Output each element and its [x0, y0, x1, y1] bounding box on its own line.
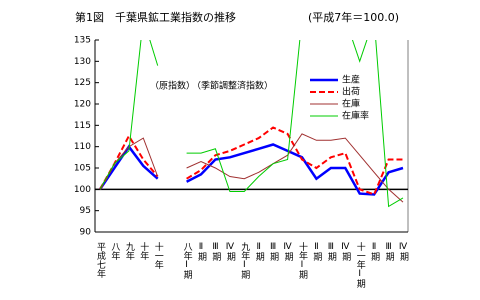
legend-label: 生産: [342, 74, 360, 86]
x-tick-label: Ⅳ期: [283, 242, 294, 262]
y-tick-label: 110: [74, 142, 91, 152]
chart-subtitle: (平成7年＝100.0): [308, 10, 399, 24]
y-tick-label: 100: [74, 185, 91, 195]
legend-label: 在庫: [342, 98, 360, 110]
annotation: （季節調整済指数）: [192, 80, 273, 92]
x-tick-label: Ⅱ期: [254, 242, 265, 262]
y-tick-label: 135: [74, 36, 91, 46]
x-tick-label: Ⅱ期: [311, 242, 322, 262]
y-tick-label: 125: [74, 78, 91, 88]
x-tick-label: Ⅳ期: [340, 242, 351, 262]
x-tick-label: 十年: [138, 241, 149, 261]
y-tick-label: 90: [80, 228, 92, 238]
x-tick-label: Ⅱ期: [369, 242, 380, 262]
x-tick-label: 九年Ⅰ期: [239, 242, 250, 280]
x-tick-label: Ⅳ期: [225, 242, 236, 262]
x-tick-label: 十一年: [153, 241, 164, 270]
x-tick-label: Ⅲ期: [326, 242, 337, 262]
x-tick-label: 九年: [124, 242, 135, 261]
y-tick-label: 130: [74, 57, 91, 67]
legend-label: 出荷: [342, 86, 360, 98]
x-tick-label: Ⅲ期: [268, 242, 279, 262]
y-tick-label: 105: [74, 164, 91, 174]
x-tick-label: 八年Ⅰ期: [182, 242, 193, 280]
x-tick-label: 八年: [109, 242, 120, 261]
annotation: （原指数）: [150, 80, 195, 92]
x-tick-label: 十年Ⅰ期: [297, 241, 308, 280]
x-tick-label: Ⅲ期: [384, 242, 395, 262]
x-tick-label: Ⅳ期: [398, 242, 409, 262]
x-tick-label: Ⅲ期: [210, 242, 221, 262]
chart-title: 第1図 千葉県鉱工業指数の推移: [75, 10, 236, 24]
x-tick-label: Ⅱ期: [196, 242, 207, 262]
y-tick-label: 95: [80, 206, 91, 216]
x-tick-label: 十一年Ⅰ期: [355, 241, 366, 289]
series-line: [99, 40, 404, 208]
y-tick-label: 115: [74, 121, 91, 131]
x-tick-label: 平成七年: [95, 242, 106, 279]
legend-label: 在庫率: [342, 110, 369, 122]
y-tick-label: 120: [74, 100, 91, 110]
